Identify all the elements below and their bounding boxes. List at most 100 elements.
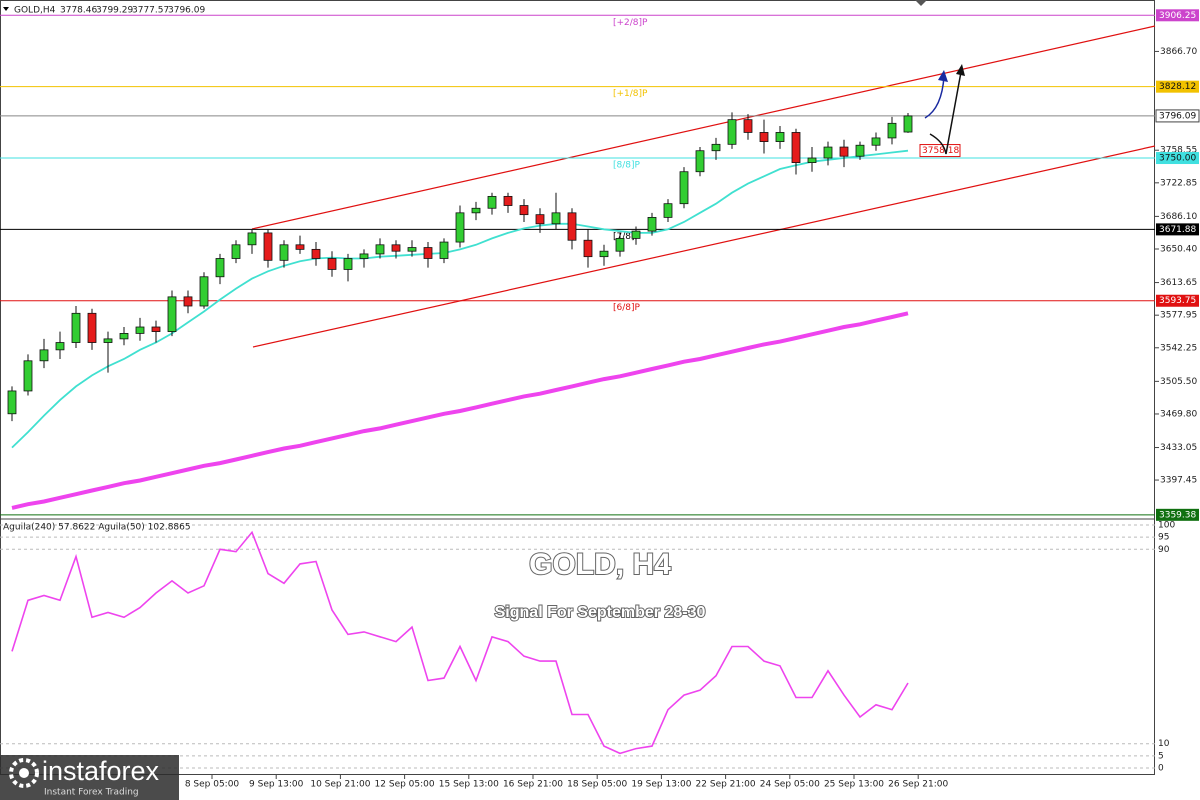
x-tick-label: 18 Sep 05:00 [567, 780, 627, 790]
candle-body [279, 244, 289, 261]
candle-body [375, 244, 385, 255]
candle-body [55, 342, 65, 351]
level-label: [+2/8]P [613, 18, 648, 28]
candle-body [343, 258, 353, 270]
candle-body [631, 230, 641, 239]
channel-lower [252, 145, 1156, 348]
ohlc-open: 3778.46 [60, 6, 97, 16]
candle-body [663, 203, 673, 218]
price-box [1156, 294, 1199, 307]
price-box [1156, 9, 1199, 22]
y-tick-label: 3542.25 [1160, 343, 1197, 353]
indicator-tick-label: 95 [1158, 533, 1169, 543]
candle-body [599, 250, 609, 258]
candle-body [823, 146, 833, 159]
subtitle: Signal For September 28-30 [495, 604, 706, 621]
arrow-head [938, 70, 948, 82]
candle-body [327, 258, 337, 270]
candle-body [567, 212, 577, 241]
indicator-tick-label: 5 [1158, 751, 1164, 761]
candle-body [695, 150, 705, 173]
candle-body [7, 390, 17, 415]
candle-body [775, 132, 785, 142]
watermark-logo [19, 768, 29, 778]
candle-body [839, 146, 849, 157]
candle-body [151, 326, 161, 332]
y-tick-label: 3613.65 [1160, 278, 1197, 288]
candle-body [391, 244, 401, 252]
y-tick-label: 3686.10 [1160, 212, 1197, 222]
price-box [1156, 152, 1199, 165]
moving-average [11, 149, 909, 449]
annotation-box [919, 144, 961, 158]
candle-body [359, 253, 369, 259]
y-tick-label: 3650.40 [1160, 245, 1197, 255]
price-box [1156, 80, 1199, 93]
candle-body [199, 276, 209, 307]
price-box-label: 3593.75 [1159, 296, 1196, 306]
candle-body [183, 296, 193, 307]
x-tick-label: 15 Sep 13:00 [439, 780, 499, 790]
candle-body [503, 195, 513, 206]
candle-body [231, 244, 241, 259]
candle-body [423, 247, 433, 259]
candle-body [471, 207, 481, 214]
price-box [1155, 109, 1200, 123]
x-tick-label: 24 Sep 05:00 [760, 780, 820, 790]
channel-upper [251, 25, 1156, 230]
price-box [1156, 508, 1199, 521]
candle-body [871, 137, 881, 146]
indicator-tick-label: 0 [1158, 764, 1164, 774]
indicator-tick-label: 100 [1158, 521, 1175, 531]
price-box-label: 3906.25 [1159, 11, 1196, 21]
candle-body [135, 326, 145, 334]
candle-body [295, 244, 305, 250]
candle-body [647, 216, 657, 232]
x-tick-label: 26 Sep 21:00 [888, 780, 948, 790]
candle-body [71, 312, 81, 343]
shift-marker [915, 0, 927, 6]
candle-body [887, 122, 897, 139]
forecast-arrow [924, 75, 945, 119]
x-tick-label: 10 Sep 21:00 [310, 780, 370, 790]
candle-body [583, 239, 593, 258]
moving-average [11, 311, 909, 510]
watermark-logo [9, 758, 39, 788]
candle-body [743, 119, 753, 133]
ohlc-close: 3796.09 [168, 6, 205, 16]
candle-body [263, 232, 273, 261]
candle-body [855, 144, 865, 157]
candle-body [727, 119, 737, 145]
y-tick-label: 3722.85 [1160, 178, 1197, 188]
x-tick-label: 12 Sep 05:00 [375, 780, 435, 790]
watermark-brand: instaforex [42, 756, 160, 786]
level-label: [7/8]P [613, 232, 641, 242]
candle-body [679, 171, 689, 205]
candle-body [487, 195, 497, 209]
price-box-label: 3359.38 [1159, 510, 1196, 520]
x-tick-label: 22 Sep 21:00 [696, 780, 756, 790]
watermark-box [0, 755, 179, 800]
level-label: [6/8]P [613, 303, 641, 313]
plot-frame [0, 0, 1155, 775]
y-tick-label: 3469.80 [1160, 409, 1197, 419]
candle-body [39, 349, 49, 362]
x-tick-label: 16 Sep 21:00 [503, 780, 563, 790]
candle-body [519, 205, 529, 216]
candle-body [311, 248, 321, 259]
candle-body [903, 115, 913, 133]
y-tick-label: 3505.50 [1160, 377, 1197, 387]
arrow-head [956, 64, 965, 76]
candle-body [791, 132, 801, 163]
y-tick-label: 3577.95 [1160, 311, 1197, 321]
candle-body [167, 296, 177, 332]
candle-body [215, 258, 225, 278]
title: GOLD, H4 [529, 548, 671, 581]
x-tick-label: 25 Sep 13:00 [824, 780, 884, 790]
indicator-tick-label: 10 [1158, 739, 1170, 749]
menu-arrow [3, 7, 9, 11]
candle-body [247, 232, 257, 246]
symbol: GOLD,H4 [14, 6, 56, 16]
